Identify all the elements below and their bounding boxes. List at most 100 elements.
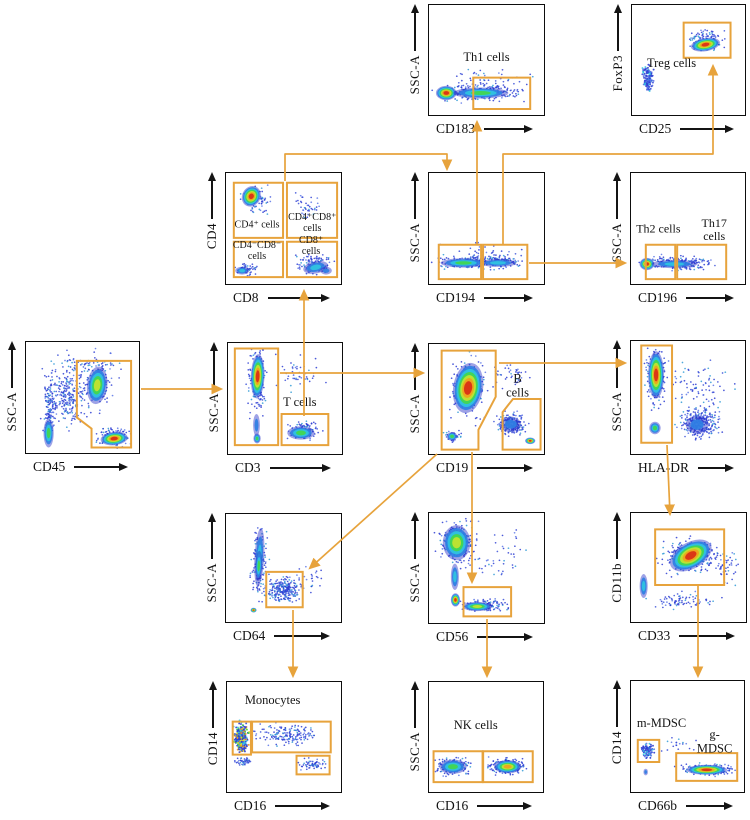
gate-cd64-0 — [266, 572, 302, 607]
x-axis-label: CD19 — [436, 460, 469, 475]
x-axis-line — [680, 128, 725, 130]
gate-cd4cd8-1 — [287, 183, 337, 238]
y-axis-mono: CD14 — [204, 681, 222, 793]
y-axis-cd196: SSC-A — [608, 172, 626, 285]
flow-plot-mdsc: m-MDSC g-MDSC — [630, 680, 745, 793]
flow-plot-mono: Monocytes — [226, 681, 342, 793]
y-axis-cd19: SSC-A — [406, 343, 424, 455]
x-axis-line — [477, 636, 524, 638]
x-axis-arrow-icon — [523, 802, 532, 810]
gate-cd33-0 — [655, 529, 724, 585]
scatter-plot-mdsc — [631, 736, 744, 792]
x-axis-cd183: CD183 — [436, 121, 533, 137]
y-axis-label: SSC-A — [407, 394, 422, 434]
x-axis-arrow-icon — [321, 632, 330, 640]
y-axis-label: SSC-A — [609, 392, 624, 432]
y-axis-line — [617, 13, 619, 52]
x-axis-cd56: CD56 — [436, 629, 533, 645]
scatter-plot-cd196 — [638, 173, 745, 284]
y-axis-label: SSC-A — [407, 563, 422, 603]
y-axis-mdsc: CD14 — [608, 680, 626, 793]
x-axis-line — [274, 635, 321, 637]
y-axis-line — [11, 350, 13, 389]
x-axis-label: CD45 — [33, 459, 66, 474]
y-axis-label: SSC-A — [407, 732, 422, 772]
y-axis-cd56: SSC-A — [406, 512, 424, 624]
gate-cd56-0 — [464, 587, 512, 616]
x-axis-line — [686, 297, 725, 299]
y-axis-arrow-icon — [411, 4, 419, 13]
flow-plot-cd56 — [428, 512, 545, 624]
x-axis-line — [477, 467, 524, 469]
flow-plot-treg: Treg cells — [631, 4, 746, 116]
gate-mono-2 — [297, 756, 330, 775]
x-axis-label: CD16 — [234, 798, 267, 813]
y-axis-label: SSC-A — [407, 55, 422, 95]
y-axis-arrow-icon — [613, 172, 621, 181]
x-axis-arrow-icon — [321, 802, 330, 810]
gate-cd4cd8-3 — [287, 242, 337, 277]
x-axis-line — [484, 128, 524, 130]
x-axis-line — [275, 805, 321, 807]
flow-plot-cd19: B cells — [428, 343, 545, 455]
x-axis-cd19: CD19 — [436, 460, 533, 476]
scatter-plot-cd3 — [228, 343, 342, 454]
scatter-plot-cd183 — [431, 68, 534, 115]
scatter-plot-nk — [429, 682, 543, 792]
x-axis-cd4cd8: CD8 — [233, 290, 330, 306]
x-axis-line — [686, 805, 724, 807]
y-axis-arrow-icon — [411, 512, 419, 521]
scatter-plot-cd4cd8 — [226, 173, 341, 284]
y-axis-line — [213, 351, 215, 390]
gate-cd3-0 — [235, 349, 278, 446]
x-axis-arrow-icon — [321, 294, 330, 302]
y-axis-label: SSC-A — [609, 223, 624, 263]
gate-cd194-0 — [439, 245, 481, 279]
y-axis-nk: SSC-A — [406, 681, 424, 793]
gate-hladr-0 — [641, 346, 672, 443]
x-axis-cd196: CD196 — [638, 290, 734, 306]
x-axis-mdsc: CD66b — [638, 798, 733, 814]
y-axis-arrow-icon — [8, 341, 16, 350]
y-axis-arrow-icon — [208, 172, 216, 181]
y-axis-line — [414, 352, 416, 391]
x-axis-line — [484, 297, 524, 299]
y-axis-line — [212, 690, 214, 729]
x-axis-line — [679, 635, 726, 637]
x-axis-arrow-icon — [524, 633, 533, 641]
flow-plot-cd196: Th2 cells Th17 cells — [630, 172, 746, 285]
x-axis-label: HLA-DR — [638, 460, 689, 475]
x-axis-cd64: CD64 — [233, 628, 330, 644]
y-axis-line — [616, 181, 618, 220]
x-axis-arrow-icon — [725, 464, 734, 472]
x-axis-arrow-icon — [524, 464, 533, 472]
y-axis-line — [414, 690, 416, 729]
y-axis-label: CD11b — [609, 562, 624, 603]
y-axis-line — [414, 13, 416, 52]
scatter-plot-cd33 — [639, 513, 739, 611]
flow-plot-cd183: Th1 cells — [428, 4, 545, 116]
x-axis-label: CD194 — [436, 290, 476, 305]
flow-plot-cd3: T cells — [227, 342, 343, 455]
y-axis-arrow-icon — [614, 4, 622, 13]
gate-cd4cd8-2 — [234, 242, 283, 277]
flow-plot-hladr — [630, 340, 746, 455]
y-axis-cd194: SSC-A — [406, 172, 424, 285]
x-axis-label: CD183 — [436, 121, 476, 136]
y-axis-label: SSC-A — [204, 563, 219, 603]
gate-cd3-1 — [282, 414, 329, 445]
x-axis-arrow-icon — [725, 125, 734, 133]
y-axis-cd45: SSC-A — [3, 341, 21, 454]
x-axis-line — [74, 466, 119, 468]
y-axis-line — [211, 522, 213, 560]
y-axis-line — [211, 181, 213, 220]
x-axis-arrow-icon — [725, 294, 734, 302]
y-axis-line — [414, 521, 416, 560]
y-axis-cd183: SSC-A — [406, 4, 424, 116]
x-axis-label: CD66b — [638, 798, 678, 813]
flow-plot-cd194 — [428, 172, 545, 285]
x-axis-line — [267, 297, 321, 299]
x-axis-label: CD3 — [235, 460, 261, 475]
x-axis-arrow-icon — [524, 294, 533, 302]
